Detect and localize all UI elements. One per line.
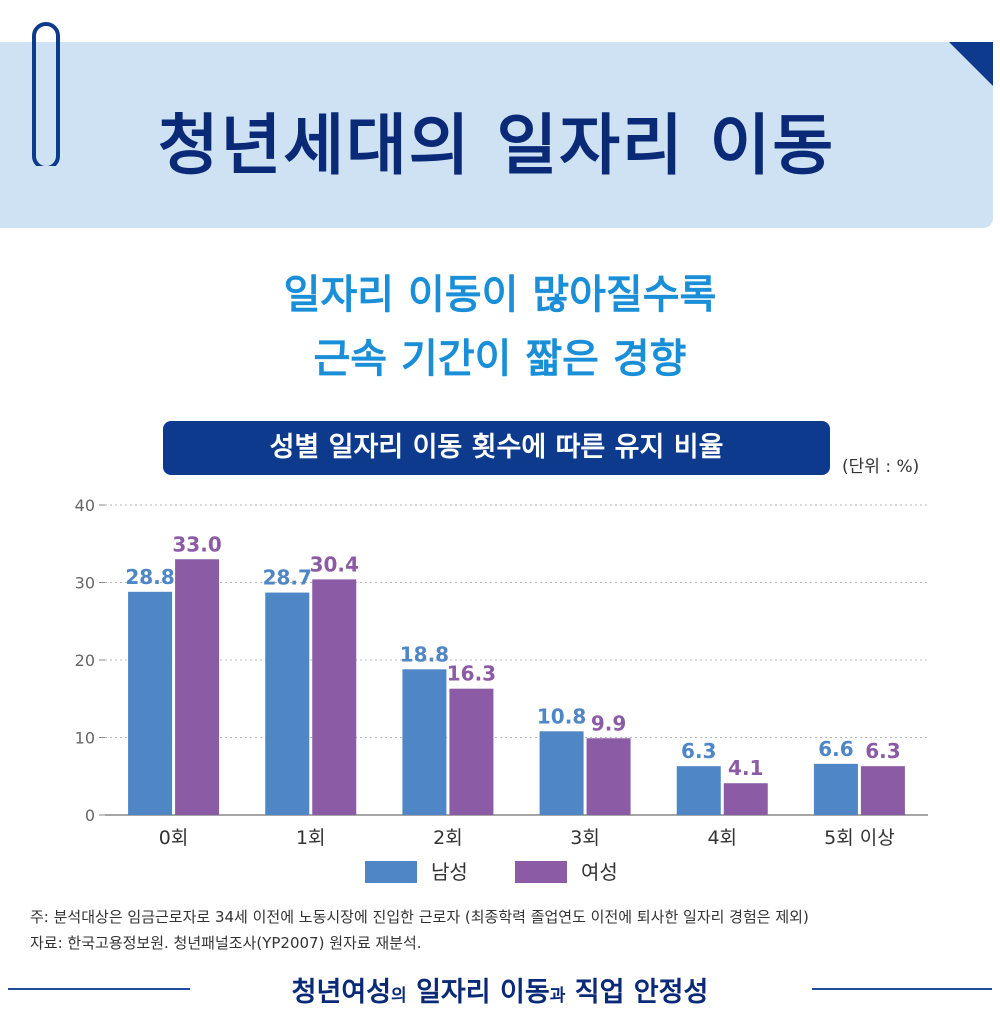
- banner-corner-decoration: [949, 42, 993, 86]
- legend-swatch-male: [365, 861, 417, 883]
- chart-legend: 남성 여성: [365, 858, 625, 886]
- legend-swatch-female: [515, 861, 567, 883]
- bar-male: [402, 669, 447, 815]
- x-tick-label: 4회: [707, 827, 737, 849]
- bar-male: [265, 592, 310, 815]
- footer-part-2: 의: [391, 986, 407, 1006]
- data-label-male: 10.8: [537, 704, 586, 728]
- bar-male: [813, 763, 858, 815]
- data-label-male: 6.6: [818, 737, 853, 761]
- bar-female: [175, 559, 220, 815]
- bar-chart: 0 10 20 30 40 28.8 33.0 0회 28.730.4 1회 18.816.3 2회 1…: [75, 496, 928, 849]
- data-label-female: 30.4: [310, 552, 359, 576]
- footer-part-5: 직업 안정성: [565, 977, 709, 1008]
- data-label-male: 18.8: [400, 642, 449, 666]
- data-label-female: 16.3: [447, 662, 496, 686]
- data-label-female: 4.1: [728, 756, 763, 780]
- bar-female: [586, 738, 631, 815]
- data-label-female: 9.9: [591, 711, 626, 735]
- bar-female: [449, 688, 494, 815]
- chart-title: 성별 일자리 이동 횟수에 따른 유지 비율: [163, 421, 830, 475]
- footnote-source: 자료: 한국고용정보원. 청년패널조사(YP2007) 원자료 재분석.: [30, 934, 422, 952]
- bar-female: [723, 783, 768, 815]
- bar-female: [860, 766, 905, 815]
- y-tick-label: 30: [75, 574, 95, 593]
- paperclip-icon: [32, 22, 60, 166]
- bar-male: [539, 731, 584, 815]
- data-label-female: 33.0: [172, 532, 221, 556]
- y-tick-label: 40: [75, 496, 95, 515]
- y-tick-label: 20: [75, 651, 95, 670]
- data-label-male: 28.7: [263, 566, 312, 590]
- footer-series-title: 청년여성의 일자리 이동과 직업 안정성: [0, 970, 1000, 1009]
- x-tick-label: 5회 이상: [824, 827, 895, 849]
- legend-label-female: 여성: [581, 860, 618, 884]
- footer-part-3: 일자리 이동: [406, 977, 550, 1008]
- footer-divider-left: [8, 988, 190, 990]
- x-tick-label: 2회: [433, 827, 463, 849]
- x-tick-label: 0회: [159, 827, 189, 849]
- footer-divider-right: [812, 988, 992, 990]
- x-tick-label: 3회: [570, 827, 600, 849]
- legend-label-male: 남성: [431, 860, 468, 884]
- data-label-male: 6.3: [681, 739, 716, 763]
- bar-female: [312, 579, 357, 815]
- unit-label: (단위 : %): [842, 457, 920, 477]
- footer-part-4: 과: [549, 986, 566, 1006]
- x-tick-label: 1회: [296, 827, 326, 849]
- bar-male: [128, 591, 173, 815]
- headline-line-2: 근속 기간이 짧은 경향: [313, 336, 687, 382]
- footer-part-1: 청년여성: [291, 977, 392, 1008]
- bar-male: [676, 766, 721, 815]
- y-tick-label: 10: [75, 729, 95, 748]
- data-label-male: 28.8: [125, 565, 174, 589]
- page-title: 청년세대의 일자리 이동: [157, 107, 836, 184]
- headline-line-1: 일자리 이동이 많아질수록: [283, 272, 717, 318]
- y-tick-label: 0: [85, 806, 95, 825]
- title-banner: [0, 42, 993, 228]
- footnote-scope: 주: 분석대상은 임금근로자로 34세 이전에 노동시장에 진입한 근로자 (최…: [30, 908, 809, 926]
- data-label-female: 6.3: [865, 739, 900, 763]
